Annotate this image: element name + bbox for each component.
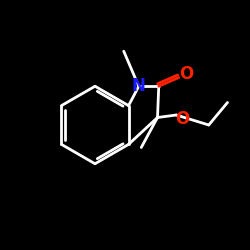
- Text: O: O: [176, 110, 190, 128]
- Text: O: O: [179, 65, 194, 83]
- Text: N: N: [132, 77, 146, 95]
